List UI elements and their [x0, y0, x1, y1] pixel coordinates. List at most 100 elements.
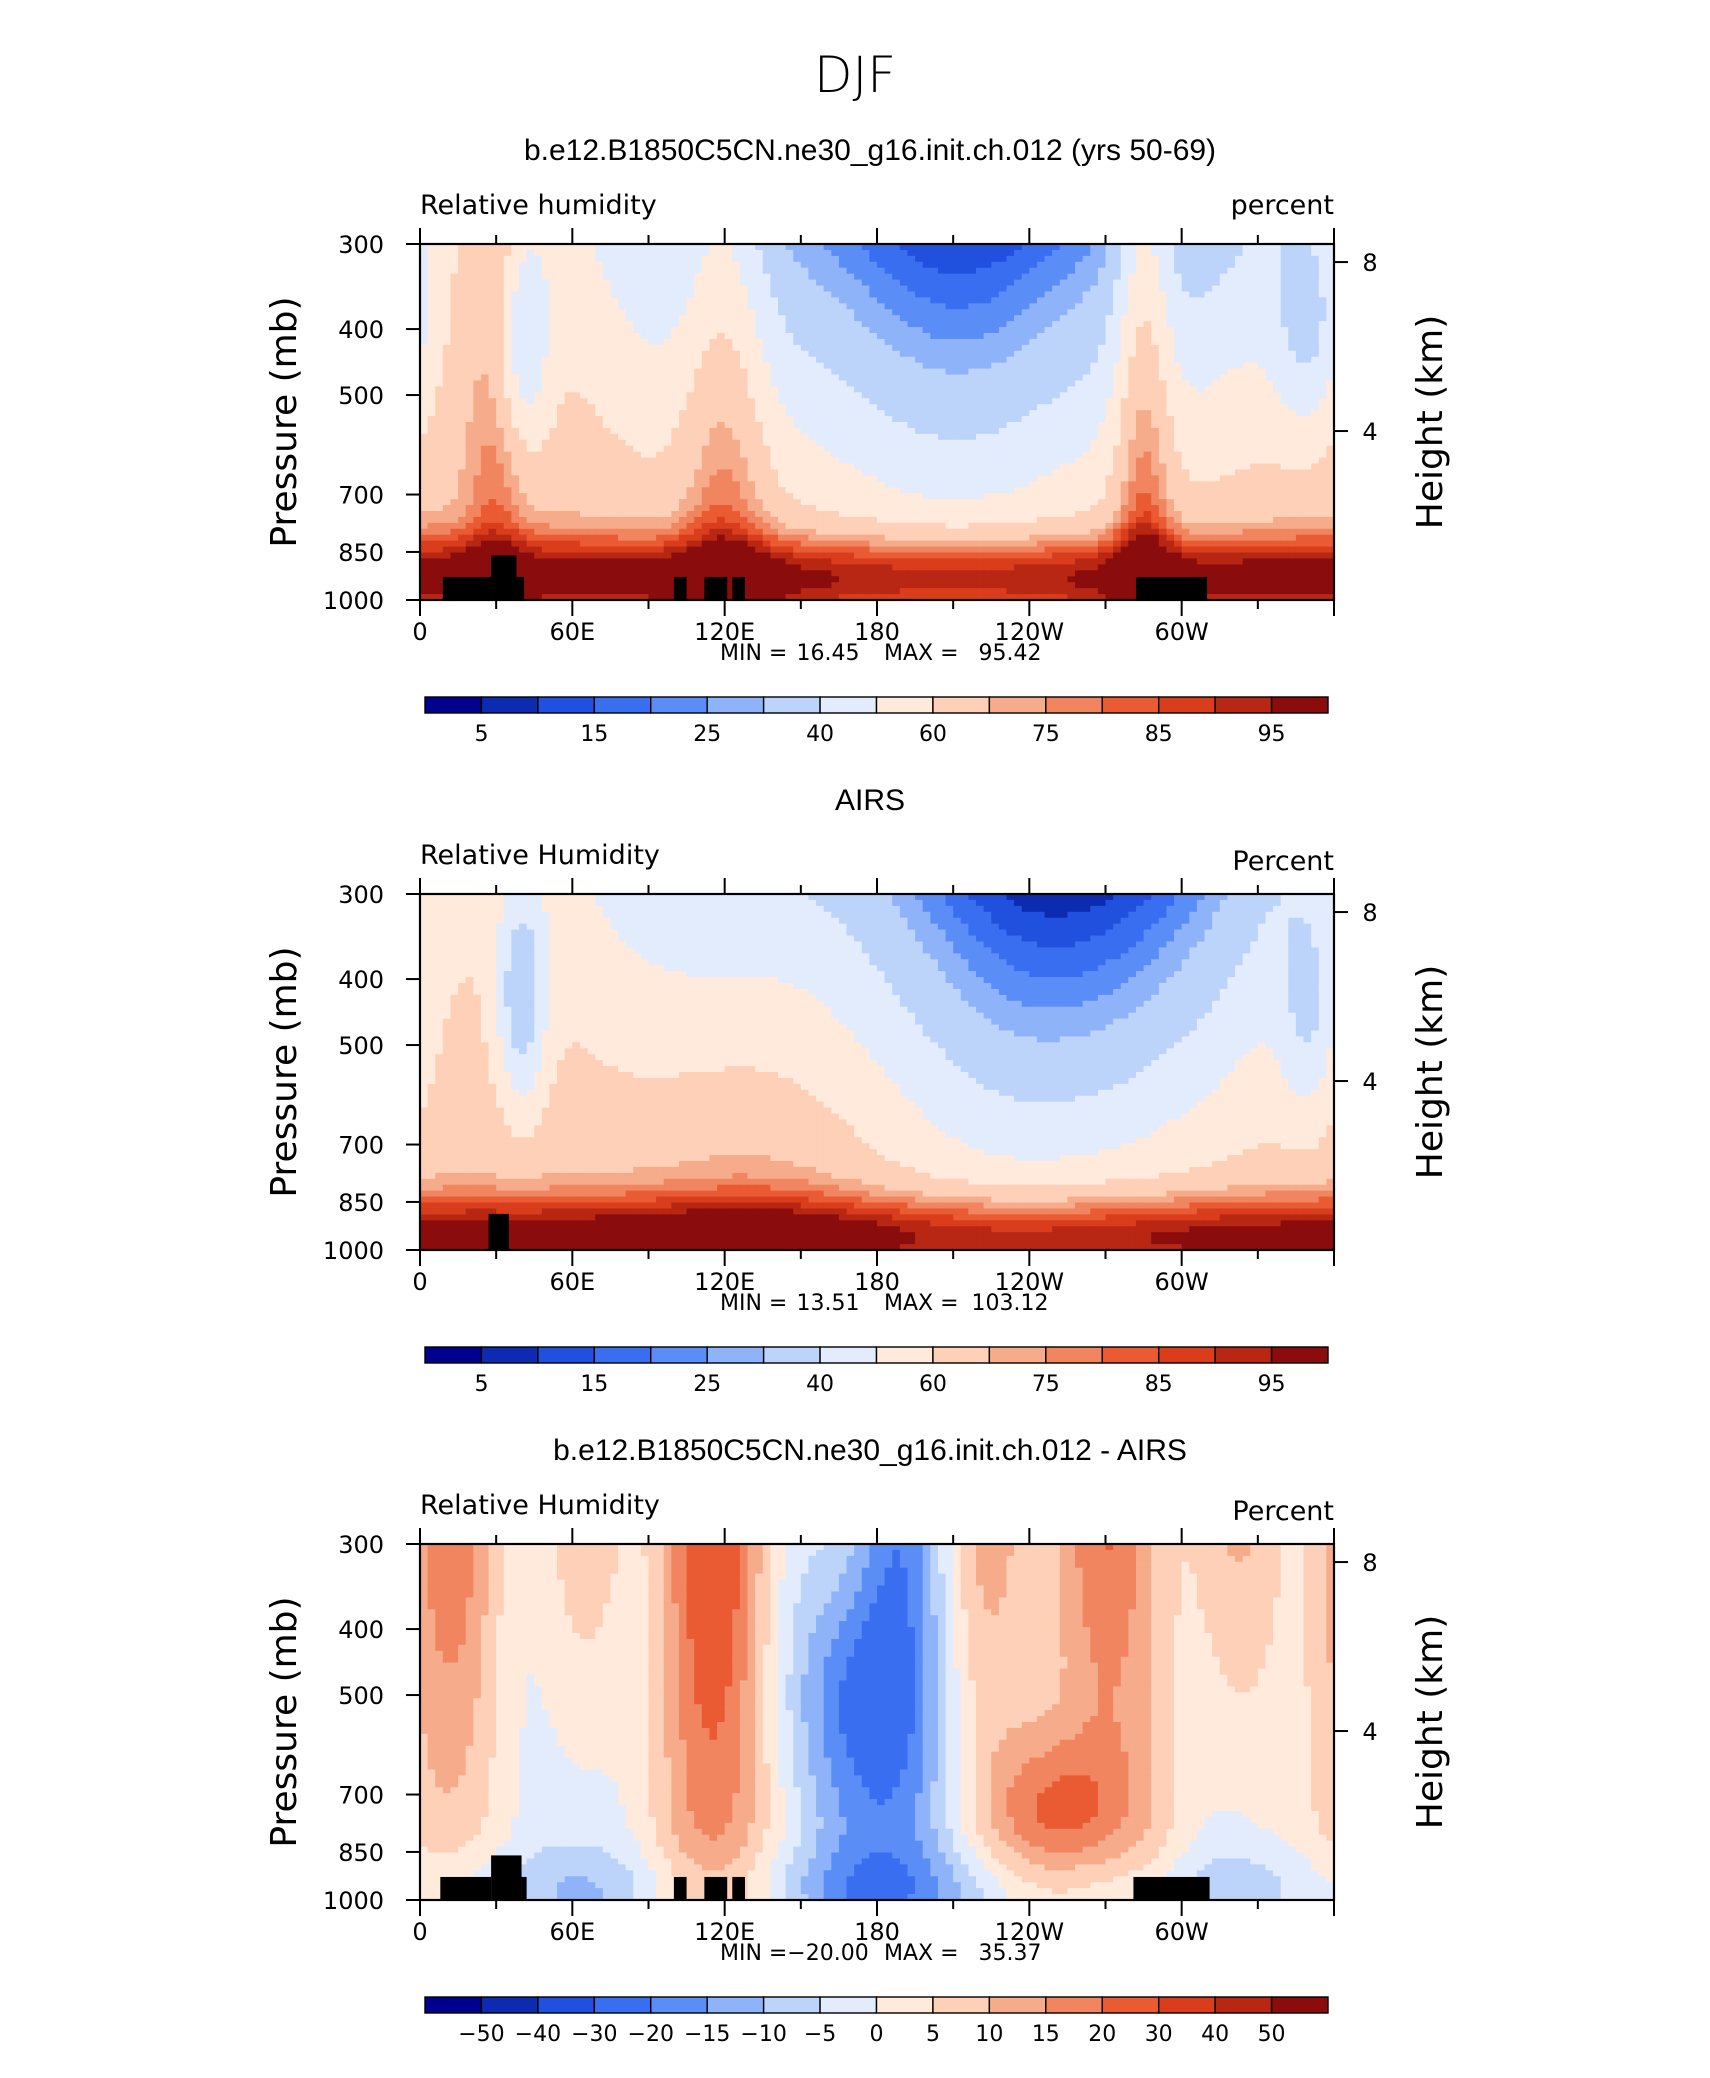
contour-cell: [1326, 267, 1335, 275]
contour-cell: [968, 285, 977, 293]
contour-cell: [1212, 309, 1221, 316]
contour-cell: [465, 255, 474, 263]
contour-cell: [450, 344, 459, 352]
contour-cell: [1158, 481, 1168, 488]
contour-cell: [1029, 457, 1038, 465]
contour-cell: [1326, 279, 1335, 287]
contour-cell: [884, 380, 893, 387]
contour-cell: [1120, 404, 1129, 411]
contour-cell: [1143, 285, 1152, 293]
contour-cell: [793, 279, 802, 287]
contour-cell: [678, 380, 688, 387]
contour-cell: [503, 321, 512, 328]
contour-cell: [602, 279, 612, 287]
contour-cell: [1189, 392, 1198, 399]
contour-cell: [991, 427, 1000, 435]
contour-cell: [945, 404, 954, 411]
contour-cell: [816, 374, 825, 382]
contour-cell: [755, 439, 764, 447]
contour-cell: [709, 338, 718, 346]
contour-cell: [480, 244, 490, 251]
contour-cell: [1273, 327, 1282, 334]
contour-cell: [1227, 433, 1236, 441]
contour-cell: [1036, 386, 1046, 393]
contour-cell: [808, 267, 817, 275]
contour-cell: [877, 439, 886, 447]
contour-cell: [625, 463, 634, 471]
contour-cell: [747, 321, 756, 328]
contour-cell: [793, 368, 802, 376]
contour-cell: [709, 475, 718, 482]
contour-cell: [656, 273, 665, 281]
contour-cell: [937, 368, 947, 376]
contour-cell: [808, 422, 817, 429]
contour-cell: [869, 261, 878, 269]
contour-cell: [717, 392, 726, 399]
contour-cell: [1295, 433, 1305, 441]
contour-cell: [800, 481, 810, 488]
contour-cell: [717, 487, 726, 494]
contour-cell: [557, 445, 566, 453]
contour-cell: [1204, 451, 1213, 459]
contour-cell: [572, 392, 581, 399]
contour-cell: [633, 457, 642, 465]
contour-cell: [602, 451, 612, 459]
contour-cell: [717, 427, 726, 435]
contour-cell: [1212, 445, 1221, 453]
contour-cell: [541, 386, 551, 393]
contour-cell: [579, 309, 589, 316]
contour-cell: [1029, 279, 1038, 287]
contour-cell: [1082, 475, 1091, 482]
contour-cell: [1234, 333, 1244, 340]
contour-cell: [1075, 416, 1084, 423]
contour-cell: [678, 309, 688, 316]
contour-cell: [465, 481, 474, 488]
contour-cell: [572, 463, 581, 471]
contour-cell: [701, 368, 711, 376]
contour-cell: [427, 279, 436, 287]
contour-cell: [945, 481, 954, 488]
contour-cell: [595, 439, 604, 447]
contour-cell: [915, 404, 924, 411]
contour-cell: [755, 267, 764, 275]
contour-cell: [450, 368, 459, 376]
contour-cell: [800, 333, 810, 340]
contour-cell: [1196, 327, 1206, 334]
contour-cell: [861, 249, 870, 257]
contour-cell: [1143, 249, 1152, 257]
contour-cell: [937, 475, 947, 482]
contour-cell: [991, 380, 1000, 387]
contour-cell: [1265, 380, 1274, 387]
contour-cell: [1227, 469, 1236, 476]
contour-cell: [1075, 315, 1084, 322]
contour-cell: [1212, 261, 1221, 269]
contour-cell: [549, 321, 558, 328]
contour-cell: [1135, 244, 1145, 251]
contour-cell: [549, 481, 558, 488]
contour-cell: [1014, 350, 1023, 358]
contour-cell: [1097, 451, 1107, 459]
contour-cell: [1242, 327, 1251, 334]
contour-cell: [1090, 457, 1099, 465]
contour-cell: [884, 457, 893, 465]
contour-cell: [785, 303, 794, 310]
contour-cell: [838, 469, 848, 476]
contour-cell: [1052, 249, 1061, 257]
contour-cell: [1044, 261, 1053, 269]
contour-cell: [861, 291, 870, 298]
contour-cell: [465, 374, 474, 382]
contour-cell: [511, 398, 520, 405]
contour-cell: [1036, 279, 1046, 287]
contour-cell: [991, 309, 1000, 316]
contour-cell: [1280, 469, 1289, 476]
contour-cell: [1212, 386, 1221, 393]
contour-cell: [1090, 338, 1099, 346]
contour-cell: [1174, 344, 1183, 352]
contour-cell: [1090, 333, 1099, 340]
contour-cell: [1036, 244, 1046, 251]
contour-cell: [1181, 457, 1190, 465]
contour-cell: [808, 475, 817, 482]
contour-cell: [442, 398, 452, 405]
contour-cell: [1311, 433, 1320, 441]
contour-cell: [1273, 267, 1282, 275]
